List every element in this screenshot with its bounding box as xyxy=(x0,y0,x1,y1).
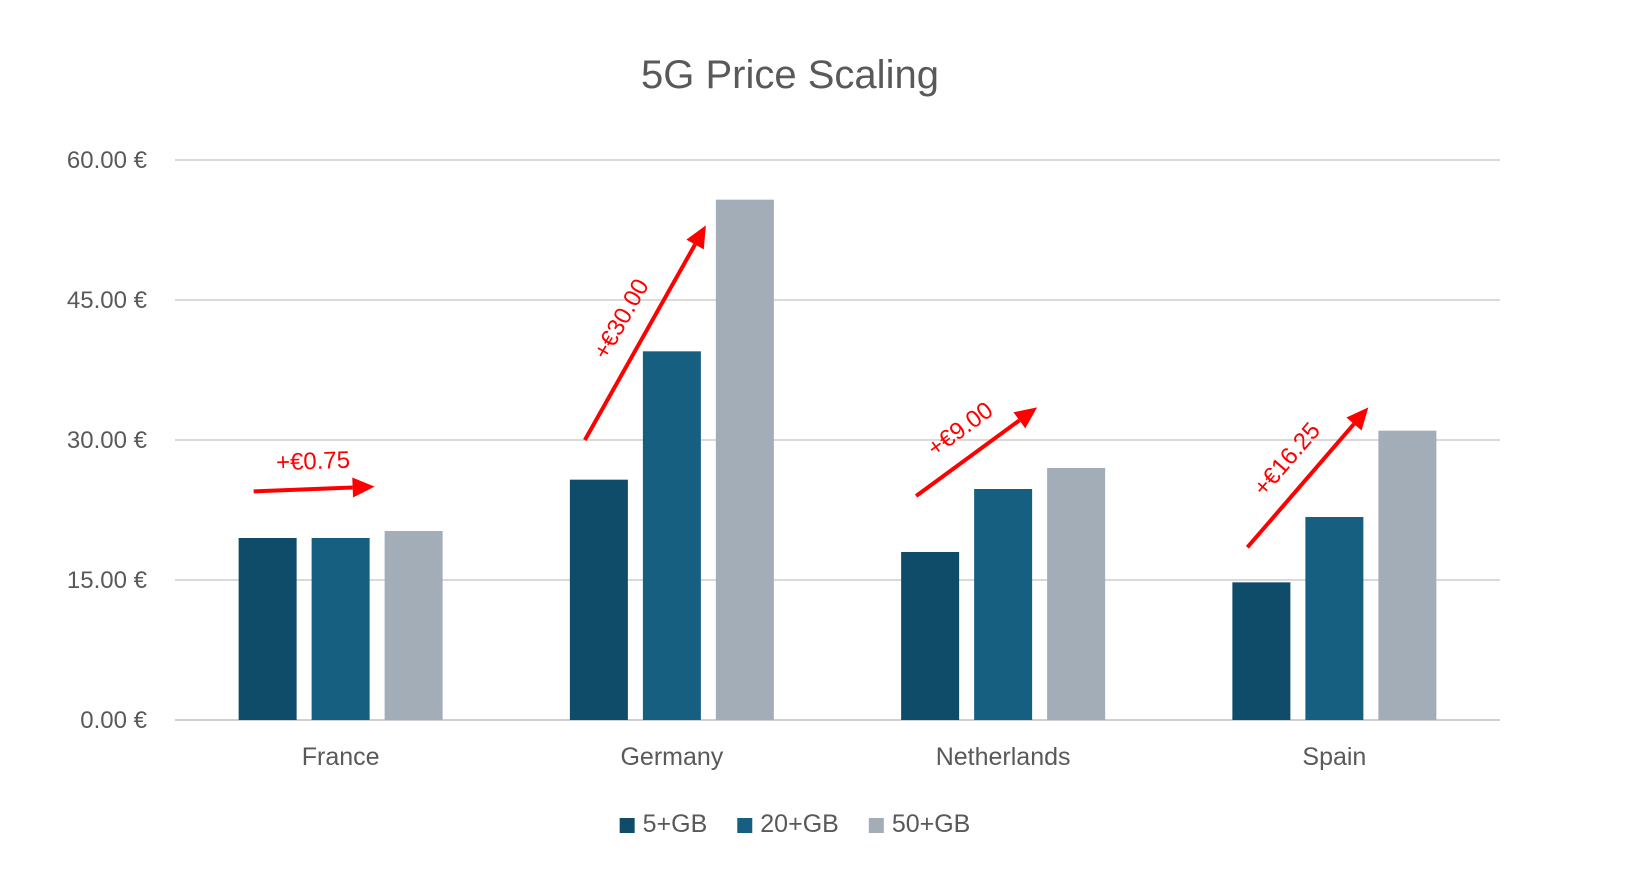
arrow-head-icon xyxy=(1013,407,1038,429)
annotation-label: +€0.75 xyxy=(276,447,351,477)
annotation-label: +€9.00 xyxy=(923,397,999,463)
legend: 5+GB 20+GB 50+GB xyxy=(619,810,971,838)
x-axis-category-labels: France Germany Netherlands Spain xyxy=(302,743,1367,771)
legend-item-50-gb: 50+GB xyxy=(868,810,971,838)
annotation-netherlands: +€9.00 xyxy=(914,397,1038,498)
bar-france-5-gb xyxy=(238,538,297,720)
y-tick-label: 45.00 € xyxy=(67,287,148,314)
legend-swatch xyxy=(619,818,635,833)
y-tick-label: 30.00 € xyxy=(67,427,148,454)
arrow-head-icon xyxy=(1346,407,1369,431)
legend-item-5-gb: 5+GB xyxy=(619,810,708,838)
bar-spain-50-gb xyxy=(1378,430,1437,720)
price-increase-annotations: +€0.75 +€30.00 +€9.00 +€16.25 xyxy=(253,225,1369,549)
legend-item-20-gb: 20+GB xyxy=(737,810,839,838)
category-label-germany: Germany xyxy=(620,743,723,771)
bar-series xyxy=(238,199,1437,720)
annotation-label: +€16.25 xyxy=(1248,417,1326,501)
category-label-netherlands: Netherlands xyxy=(936,743,1071,771)
bar-netherlands-50-gb xyxy=(1047,468,1106,720)
category-label-france: France xyxy=(302,743,380,771)
annotation-arrow-line xyxy=(1245,422,1356,549)
chart-title: 5G Price Scaling xyxy=(641,53,939,97)
y-tick-label: 15.00 € xyxy=(67,567,148,594)
bar-spain-20-gb xyxy=(1305,517,1364,720)
bar-netherlands-20-gb xyxy=(974,489,1033,720)
bar-france-20-gb xyxy=(311,538,370,720)
bar-france-50-gb xyxy=(384,531,443,720)
y-tick-label: 60.00 € xyxy=(67,147,148,174)
annotation-france: +€0.75 xyxy=(253,447,375,498)
legend-swatch xyxy=(868,818,884,833)
annotation-arrow-line xyxy=(914,418,1021,498)
annotation-arrow-line xyxy=(583,243,697,441)
bar-germany-20-gb xyxy=(642,351,701,720)
category-label-spain: Spain xyxy=(1302,743,1366,771)
legend-label: 5+GB xyxy=(643,810,708,838)
bar-germany-5-gb xyxy=(569,479,628,720)
y-tick-label: 0.00 € xyxy=(80,707,147,734)
legend-swatch xyxy=(737,818,753,833)
legend-label: 20+GB xyxy=(760,810,839,838)
legend-label: 50+GB xyxy=(892,810,971,838)
arrow-head-icon xyxy=(352,477,375,498)
y-axis-tick-labels: 0.00 € 15.00 € 30.00 € 45.00 € 60.00 € xyxy=(67,147,148,734)
bar-netherlands-5-gb xyxy=(901,552,960,720)
arrow-head-icon xyxy=(686,225,706,250)
annotation-label: +€30.00 xyxy=(588,274,654,363)
bar-germany-50-gb xyxy=(715,199,774,720)
bar-spain-5-gb xyxy=(1232,582,1291,720)
annotation-arrow-line xyxy=(253,485,353,494)
